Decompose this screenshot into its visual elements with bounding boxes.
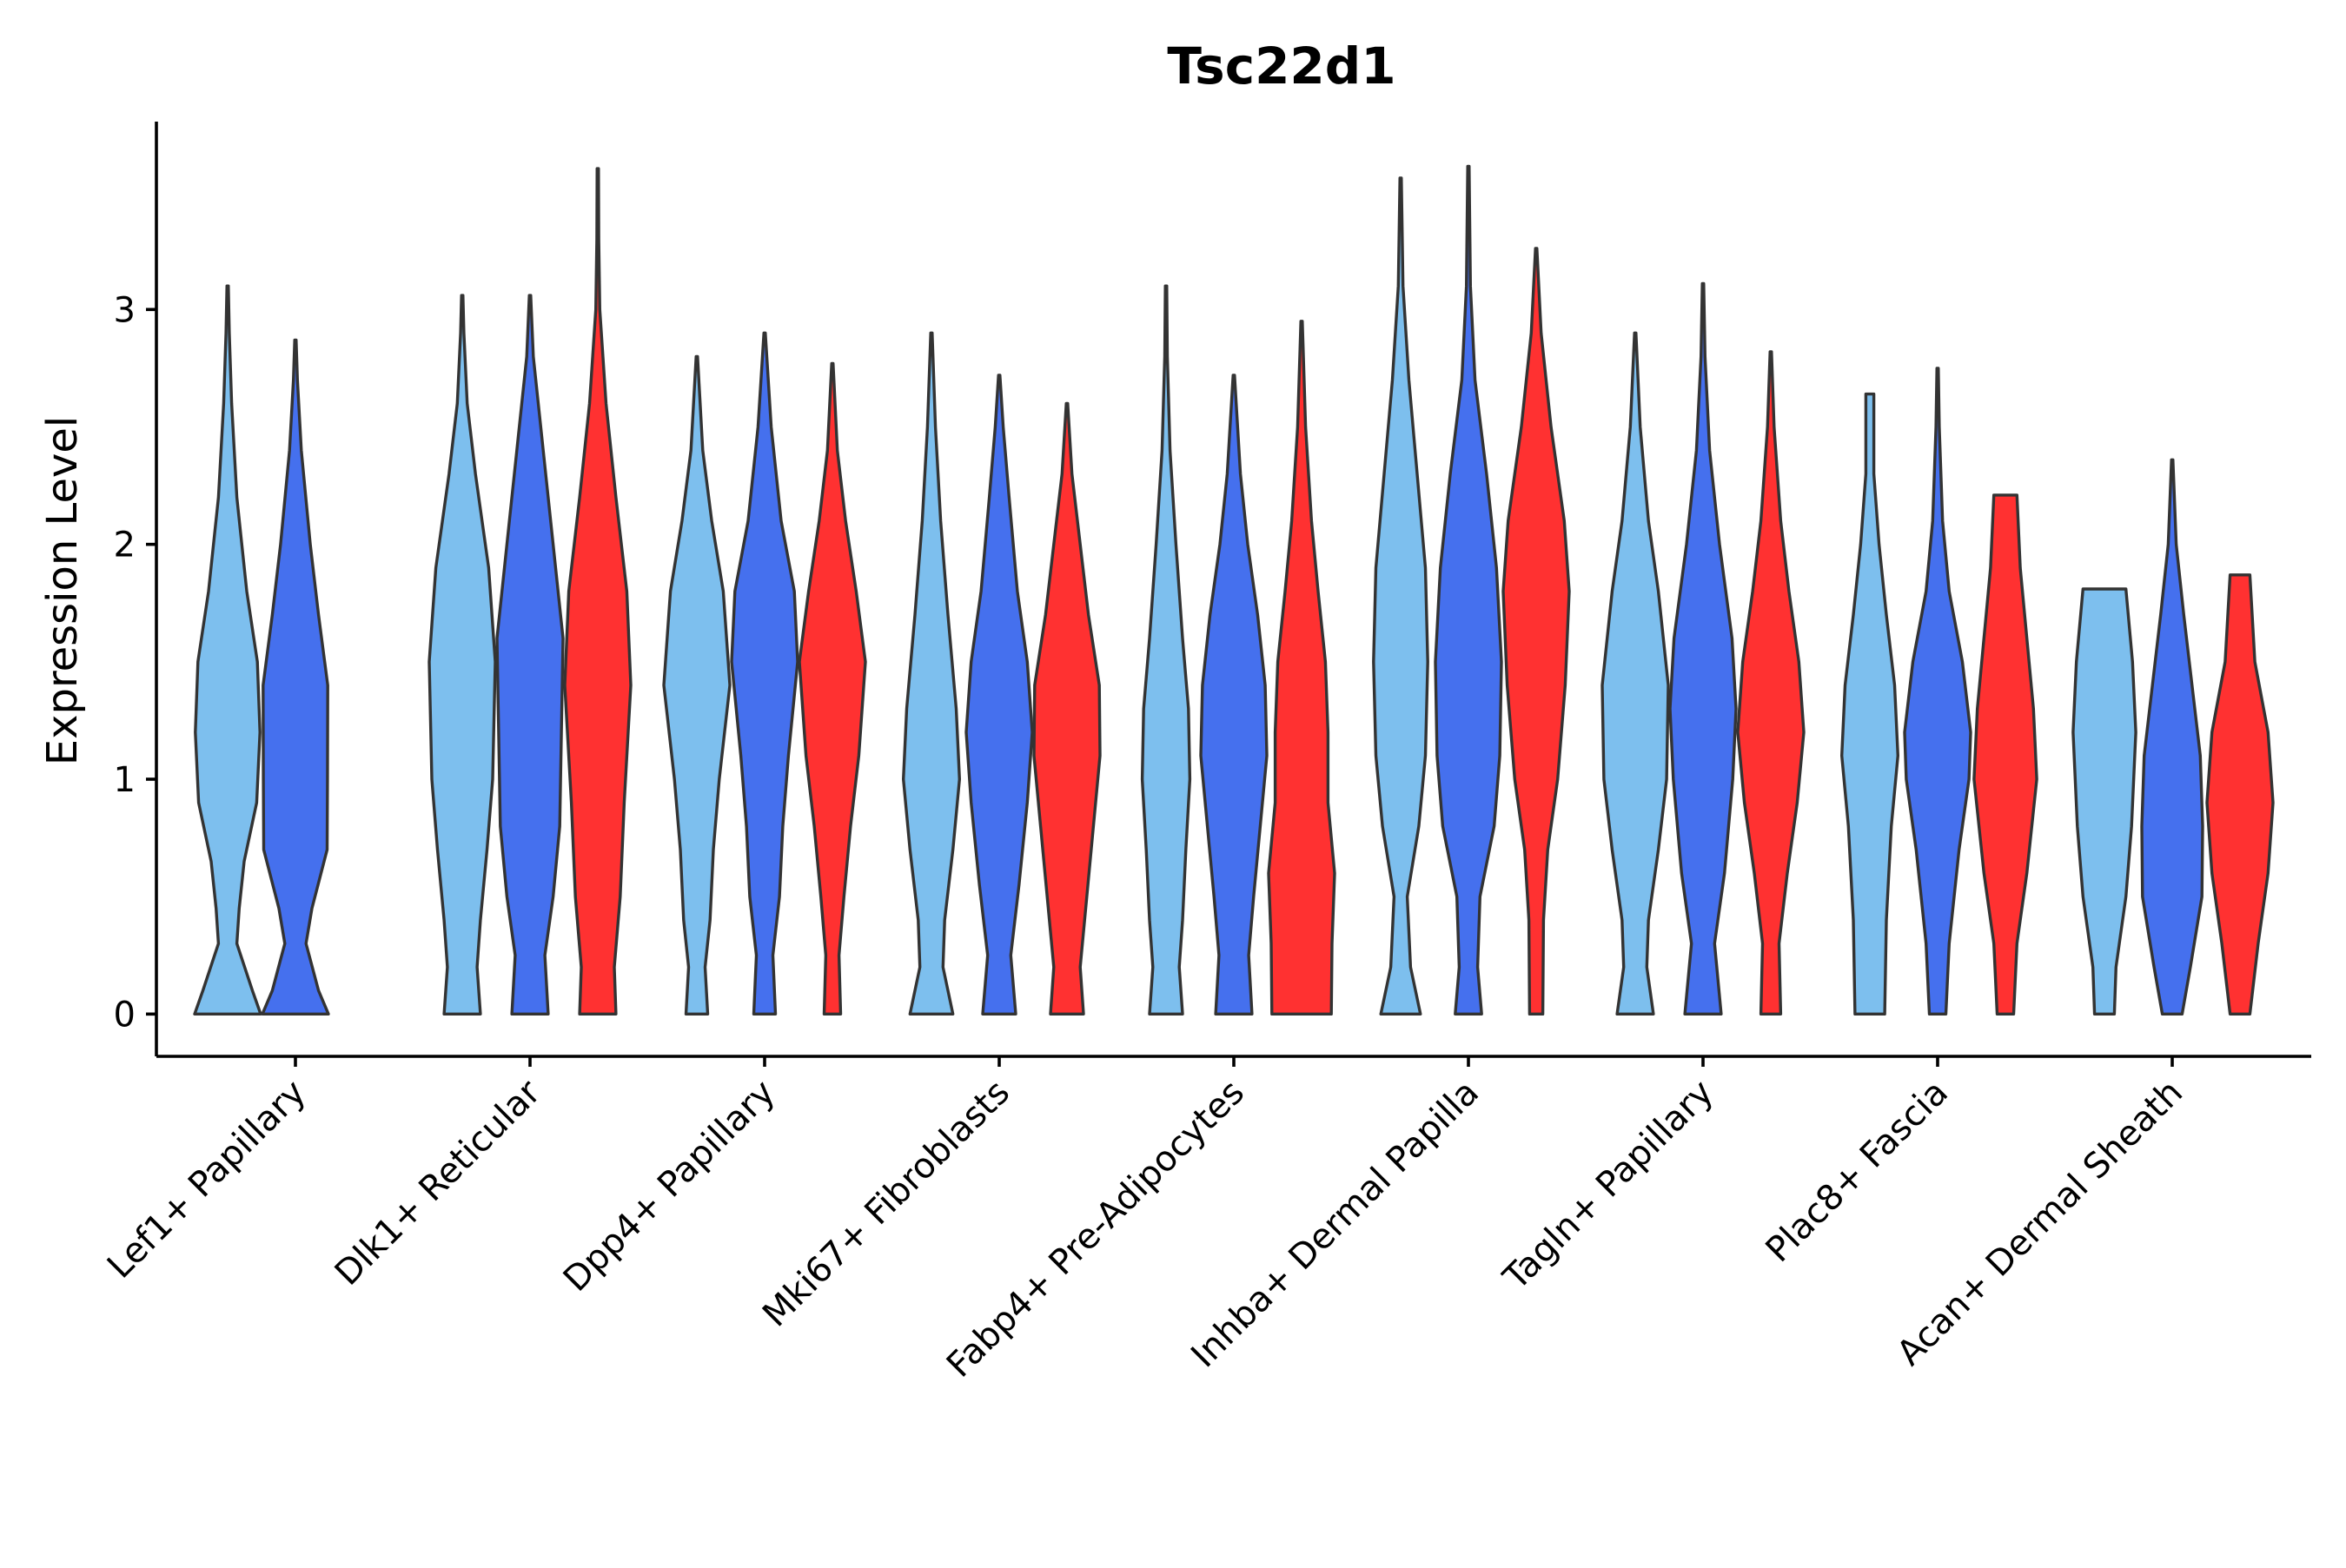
violin-plac8-fascia-3: [1972, 493, 2038, 1016]
y-axis-label: Expression Level: [38, 416, 87, 766]
y-tick-label: 1: [114, 760, 136, 800]
violin-tagln-papillary-2: [1668, 281, 1738, 1016]
y-tick-label: 2: [114, 526, 136, 566]
violin-dlk1-reticular-1: [427, 294, 497, 1016]
violin-tagln-papillary-3: [1736, 350, 1806, 1016]
x-tick-label-lef1-papillary: Lef1+ Papillary: [100, 1073, 314, 1287]
violin-dpp4-papillary-3: [798, 361, 867, 1016]
chart-title: Tsc22d1: [1167, 36, 1395, 96]
violin-inhba-dermal-papilla-2: [1434, 164, 1503, 1016]
violin-dlk1-reticular-2: [495, 294, 565, 1016]
x-tick-label-mki67-fibroblasts: Mki67+ Fibroblasts: [755, 1073, 1017, 1335]
y-tick-label: 3: [114, 290, 136, 330]
violin-plac8-fascia-1: [1840, 392, 1899, 1016]
violin-inhba-dermal-papilla-3: [1501, 247, 1571, 1016]
x-tick-label-tagln-papillary: Tagln+ Papillary: [1495, 1073, 1721, 1299]
violin-acan-dermal-sheath-3: [2205, 573, 2275, 1016]
violin-plac8-fascia-2: [1903, 367, 1972, 1016]
violin-mki67-fibroblasts-3: [1032, 401, 1102, 1016]
violin-lef1-papillary-1: [193, 284, 262, 1016]
violin-fabp4-pre-adipocytes-2: [1199, 374, 1269, 1016]
y-tick-label: 0: [114, 995, 136, 1035]
violin-fabp4-pre-adipocytes-3: [1267, 320, 1336, 1016]
violin-mki67-fibroblasts-1: [902, 331, 961, 1016]
violin-dpp4-papillary-2: [730, 331, 799, 1016]
violin-acan-dermal-sheath-2: [2140, 458, 2204, 1016]
violin-dlk1-reticular-3: [563, 167, 633, 1016]
violin-mki67-fibroblasts-2: [964, 374, 1034, 1016]
violins-layer: [193, 164, 2275, 1016]
x-tick-label-dpp4-papillary: Dpp4+ Papillary: [556, 1073, 783, 1300]
x-tick-label-dlk1-reticular: Dlk1+ Reticular: [328, 1072, 549, 1293]
violin-acan-dermal-sheath-1: [2071, 587, 2137, 1016]
violin-inhba-dermal-papilla-1: [1372, 176, 1429, 1016]
x-tick-label-plac8-fascia: Plac8+ Fascia: [1759, 1073, 1957, 1271]
violin-dpp4-papillary-1: [662, 354, 732, 1016]
violin-fabp4-pre-adipocytes-1: [1140, 284, 1192, 1016]
violin-lef1-papillary-2: [261, 338, 330, 1016]
violin-tagln-papillary-1: [1600, 331, 1670, 1016]
